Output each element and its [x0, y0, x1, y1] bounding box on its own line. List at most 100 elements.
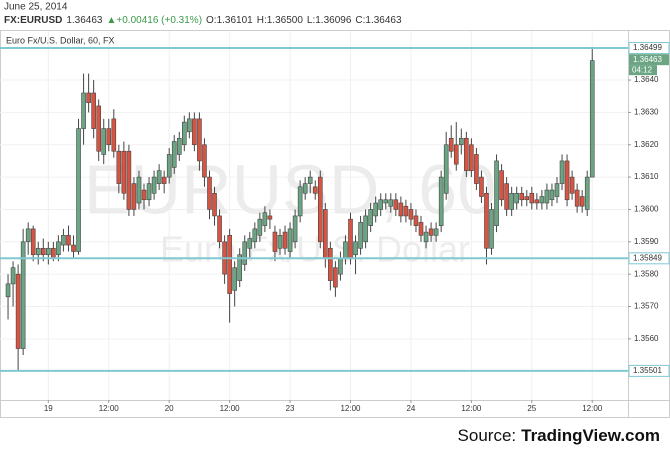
- candle-body: [182, 121, 187, 146]
- candle-body: [554, 183, 560, 197]
- y-tick-label: 1.3630: [634, 108, 659, 117]
- line-price-label: 1.36499: [633, 43, 662, 52]
- candle-body: [121, 150, 127, 194]
- last-price-label: 1.36463: [633, 55, 662, 64]
- candle-body: [176, 137, 182, 155]
- candle-body: [519, 192, 525, 201]
- candle-body: [56, 241, 61, 256]
- candle-body: [217, 215, 222, 243]
- candle-body: [146, 183, 152, 201]
- x-tick-label: 20: [165, 404, 174, 413]
- candle-body: [378, 199, 384, 210]
- candle-body: [25, 228, 31, 243]
- candle-body: [524, 196, 530, 201]
- candle-body: [559, 160, 565, 184]
- candle-body: [312, 186, 318, 194]
- candle-body: [111, 118, 117, 152]
- candle-body: [333, 267, 338, 288]
- candle-body: [323, 209, 328, 259]
- symbol: FX:EURUSD: [4, 15, 62, 26]
- candle-body: [96, 105, 101, 152]
- line-price-box: [628, 252, 670, 265]
- candle-body: [589, 60, 595, 178]
- candle-body: [252, 228, 258, 243]
- candle-body: [544, 189, 550, 204]
- candle-body: [504, 183, 509, 210]
- candle-body: [257, 218, 263, 236]
- source: Source: TradingView.com: [458, 426, 660, 445]
- candle-body: [353, 241, 358, 256]
- candle-body: [569, 176, 575, 194]
- candle-body: [469, 144, 474, 171]
- candle-body: [61, 235, 66, 246]
- y-tick-label: 1.3570: [634, 302, 659, 311]
- candle-body: [358, 222, 363, 249]
- candle-body: [35, 247, 41, 256]
- candle-body: [262, 212, 268, 226]
- candle-body: [277, 235, 283, 249]
- x-tick-label: 25: [527, 404, 536, 413]
- candle-body: [453, 144, 459, 165]
- candle-body: [368, 209, 373, 226]
- candle-body: [187, 118, 192, 133]
- candle-body: [292, 215, 298, 243]
- candle-body: [564, 160, 570, 201]
- candle-body: [458, 137, 464, 146]
- line-price-label: 1.35849: [633, 253, 662, 262]
- candle-body: [388, 199, 394, 207]
- line-price-box: [628, 42, 670, 55]
- candle-body: [307, 176, 313, 184]
- line-price-label: 1.35501: [633, 366, 662, 375]
- candle-body: [267, 215, 273, 220]
- low: L:1.36096: [307, 15, 352, 26]
- candle-body: [46, 247, 51, 256]
- candle-body: [71, 244, 76, 252]
- candle-body: [302, 183, 308, 194]
- y-tick-label: 1.3590: [634, 237, 659, 246]
- candle-body: [363, 215, 368, 243]
- change: ▲+0.00416 (+0.31%): [107, 15, 203, 26]
- candle-body: [549, 189, 555, 201]
- candle-body: [539, 196, 545, 204]
- source-site: TradingView.com: [521, 426, 660, 445]
- candle-body: [438, 176, 444, 226]
- candle-body: [464, 137, 469, 171]
- candle-body: [514, 192, 519, 204]
- candle-body: [317, 176, 323, 243]
- candle-body: [156, 170, 162, 184]
- y-tick-label: 1.3610: [634, 172, 659, 181]
- candle-body: [297, 186, 303, 217]
- watermark-name: Euro Fx/U.S. Dollar: [160, 229, 470, 270]
- candle-body: [443, 144, 449, 194]
- candle-body: [398, 202, 404, 217]
- x-tick-label: 12:00: [99, 404, 120, 413]
- candle-body: [403, 205, 409, 217]
- candle-body: [10, 267, 16, 285]
- candle-body: [383, 199, 389, 204]
- candle-body: [348, 218, 353, 259]
- x-tick-label: 12:00: [582, 404, 603, 413]
- candle-body: [534, 199, 540, 204]
- candle-body: [579, 196, 585, 207]
- chart-subtitle: Euro Fx/U.S. Dollar, 60, FX: [6, 35, 115, 45]
- close: C:1.36463: [355, 15, 402, 26]
- x-tick-label: 19: [44, 404, 53, 413]
- candle-body: [141, 189, 147, 201]
- candle-body: [499, 170, 504, 201]
- price: 1.36463: [66, 15, 103, 26]
- candle-body: [584, 176, 590, 210]
- candle-body: [81, 92, 86, 129]
- candle-body: [166, 154, 172, 178]
- candle-body: [40, 247, 46, 256]
- candle-body: [232, 267, 237, 291]
- candle-body: [529, 192, 535, 204]
- candle-body: [282, 231, 288, 249]
- y-tick-label: 1.3640: [634, 75, 659, 84]
- x-tick-label: 23: [286, 404, 295, 413]
- candle-body: [51, 247, 56, 259]
- candle-body: [136, 176, 142, 204]
- candle-body: [393, 199, 399, 210]
- last-price-tag: [629, 54, 669, 66]
- countdown-label: 04:12: [632, 65, 653, 74]
